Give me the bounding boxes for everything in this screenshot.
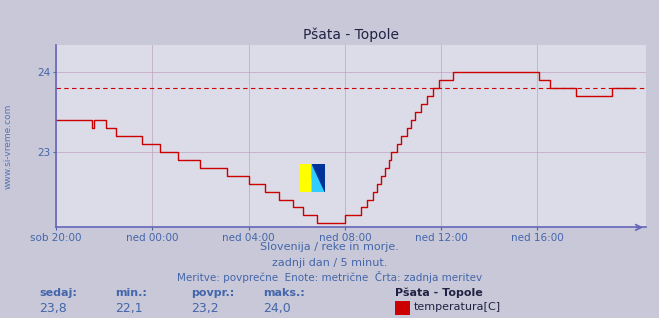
Text: maks.:: maks.: [264,288,305,298]
Text: Meritve: povprečne  Enote: metrične  Črta: zadnja meritev: Meritve: povprečne Enote: metrične Črta:… [177,272,482,283]
Bar [300,164,312,192]
Text: Pšata - Topole: Pšata - Topole [395,288,483,298]
Bar [312,178,325,192]
Text: povpr.:: povpr.: [191,288,235,298]
Bar [312,164,325,178]
Text: min.:: min.: [115,288,147,298]
Text: Slovenija / reke in morje.: Slovenija / reke in morje. [260,242,399,252]
Text: 23,2: 23,2 [191,302,219,315]
Text: zadnji dan / 5 minut.: zadnji dan / 5 minut. [272,258,387,267]
Polygon shape [312,164,325,192]
Text: www.si-vreme.com: www.si-vreme.com [3,104,13,189]
Text: 24,0: 24,0 [264,302,291,315]
Text: 23,8: 23,8 [40,302,67,315]
Polygon shape [312,164,325,192]
Text: sedaj:: sedaj: [40,288,77,298]
Text: 22,1: 22,1 [115,302,143,315]
Title: Pšata - Topole: Pšata - Topole [303,27,399,42]
Text: temperatura[C]: temperatura[C] [414,302,501,312]
